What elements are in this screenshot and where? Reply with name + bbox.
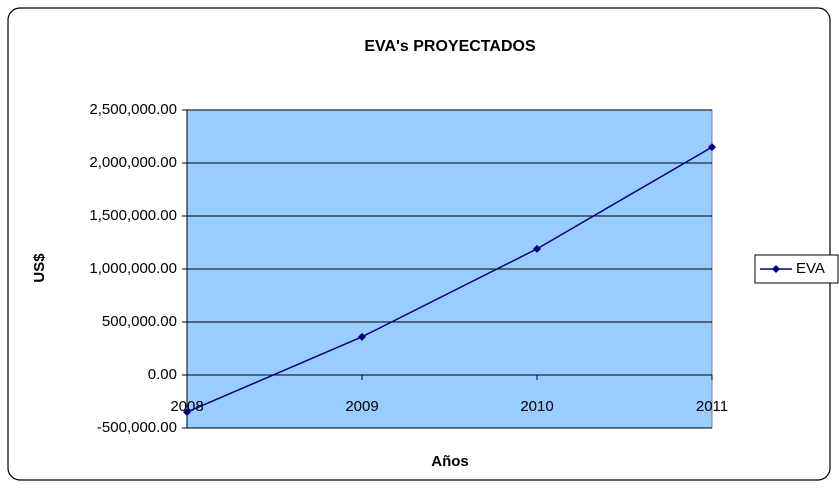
data-point	[708, 143, 716, 152]
y-tick-label: -500,000.00	[97, 419, 177, 436]
chart-title: EVA's PROYECTADOS	[364, 38, 536, 55]
legend-label: EVA	[796, 260, 825, 277]
y-axis-label: US$	[31, 253, 48, 283]
y-tick-label: 0.00	[148, 366, 177, 383]
y-tick-label: 1,500,000.00	[89, 207, 177, 224]
y-tick-label: 2,500,000.00	[89, 101, 177, 118]
legend-marker	[772, 265, 780, 273]
data-point	[358, 332, 366, 341]
x-tick-label: 2011	[696, 398, 728, 415]
y-tick-label: 2,000,000.00	[89, 154, 177, 171]
x-tick-label: 2010	[520, 398, 553, 415]
x-tick-label: 2008	[170, 398, 203, 415]
y-tick-label: 500,000.00	[102, 313, 177, 330]
data-point	[533, 244, 541, 253]
data-point	[183, 408, 191, 417]
x-axis-label: Años	[431, 453, 469, 470]
series-line	[186, 146, 713, 413]
y-tick-label: 1,000,000.00	[89, 260, 177, 277]
x-tick-label: 2009	[345, 398, 378, 415]
